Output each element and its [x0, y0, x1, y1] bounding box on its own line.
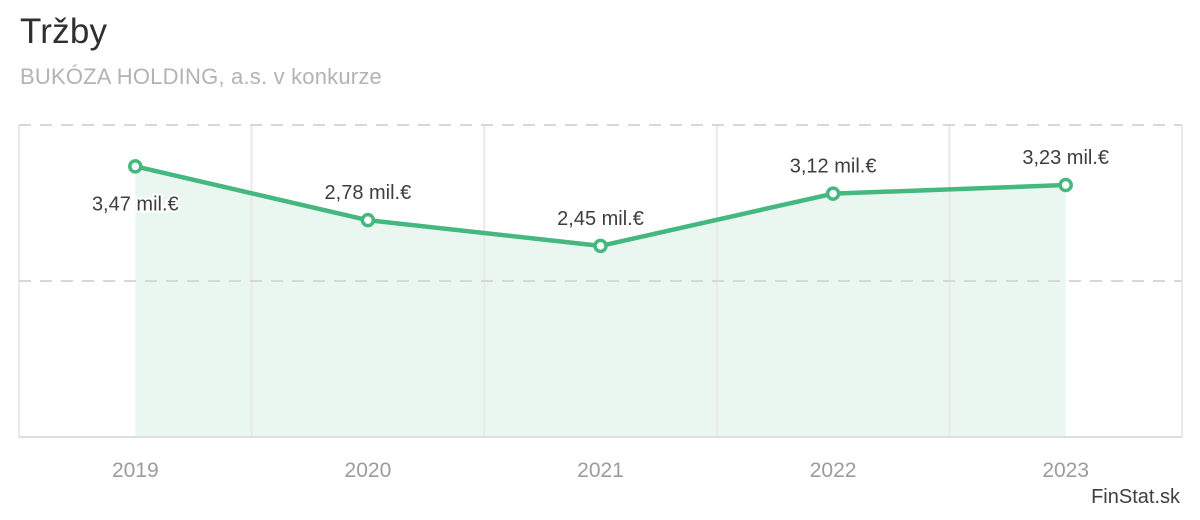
chart-title: Tržby: [20, 12, 108, 51]
data-label-2022: 3,12 mil.€: [790, 156, 877, 178]
data-point-2022[interactable]: [825, 186, 841, 201]
x-axis-label-2019: 2019: [112, 459, 159, 482]
data-label-2021: 2,45 mil.€: [557, 208, 644, 230]
data-label-2020: 2,78 mil.€: [325, 182, 412, 204]
x-axis-label-2020: 2020: [345, 459, 392, 482]
data-point-2020[interactable]: [360, 212, 376, 228]
data-point-2019[interactable]: [128, 159, 143, 174]
x-axis-label-2022: 2022: [810, 459, 857, 482]
data-point-2021[interactable]: [593, 238, 608, 254]
finstat-watermark: FinStat.sk: [1091, 486, 1180, 508]
series-area-fill: [135, 166, 1066, 437]
x-axis-label-2023: 2023: [1042, 459, 1089, 482]
data-point-2023[interactable]: [1058, 177, 1073, 193]
data-label-2019: 3,47 mil.€: [92, 193, 179, 215]
chart-subtitle: BUKÓZA HOLDING, a.s. v konkurze: [20, 64, 382, 89]
x-axis-label-2021: 2021: [577, 459, 624, 482]
data-label-2023: 3,23 mil.€: [1022, 147, 1109, 169]
